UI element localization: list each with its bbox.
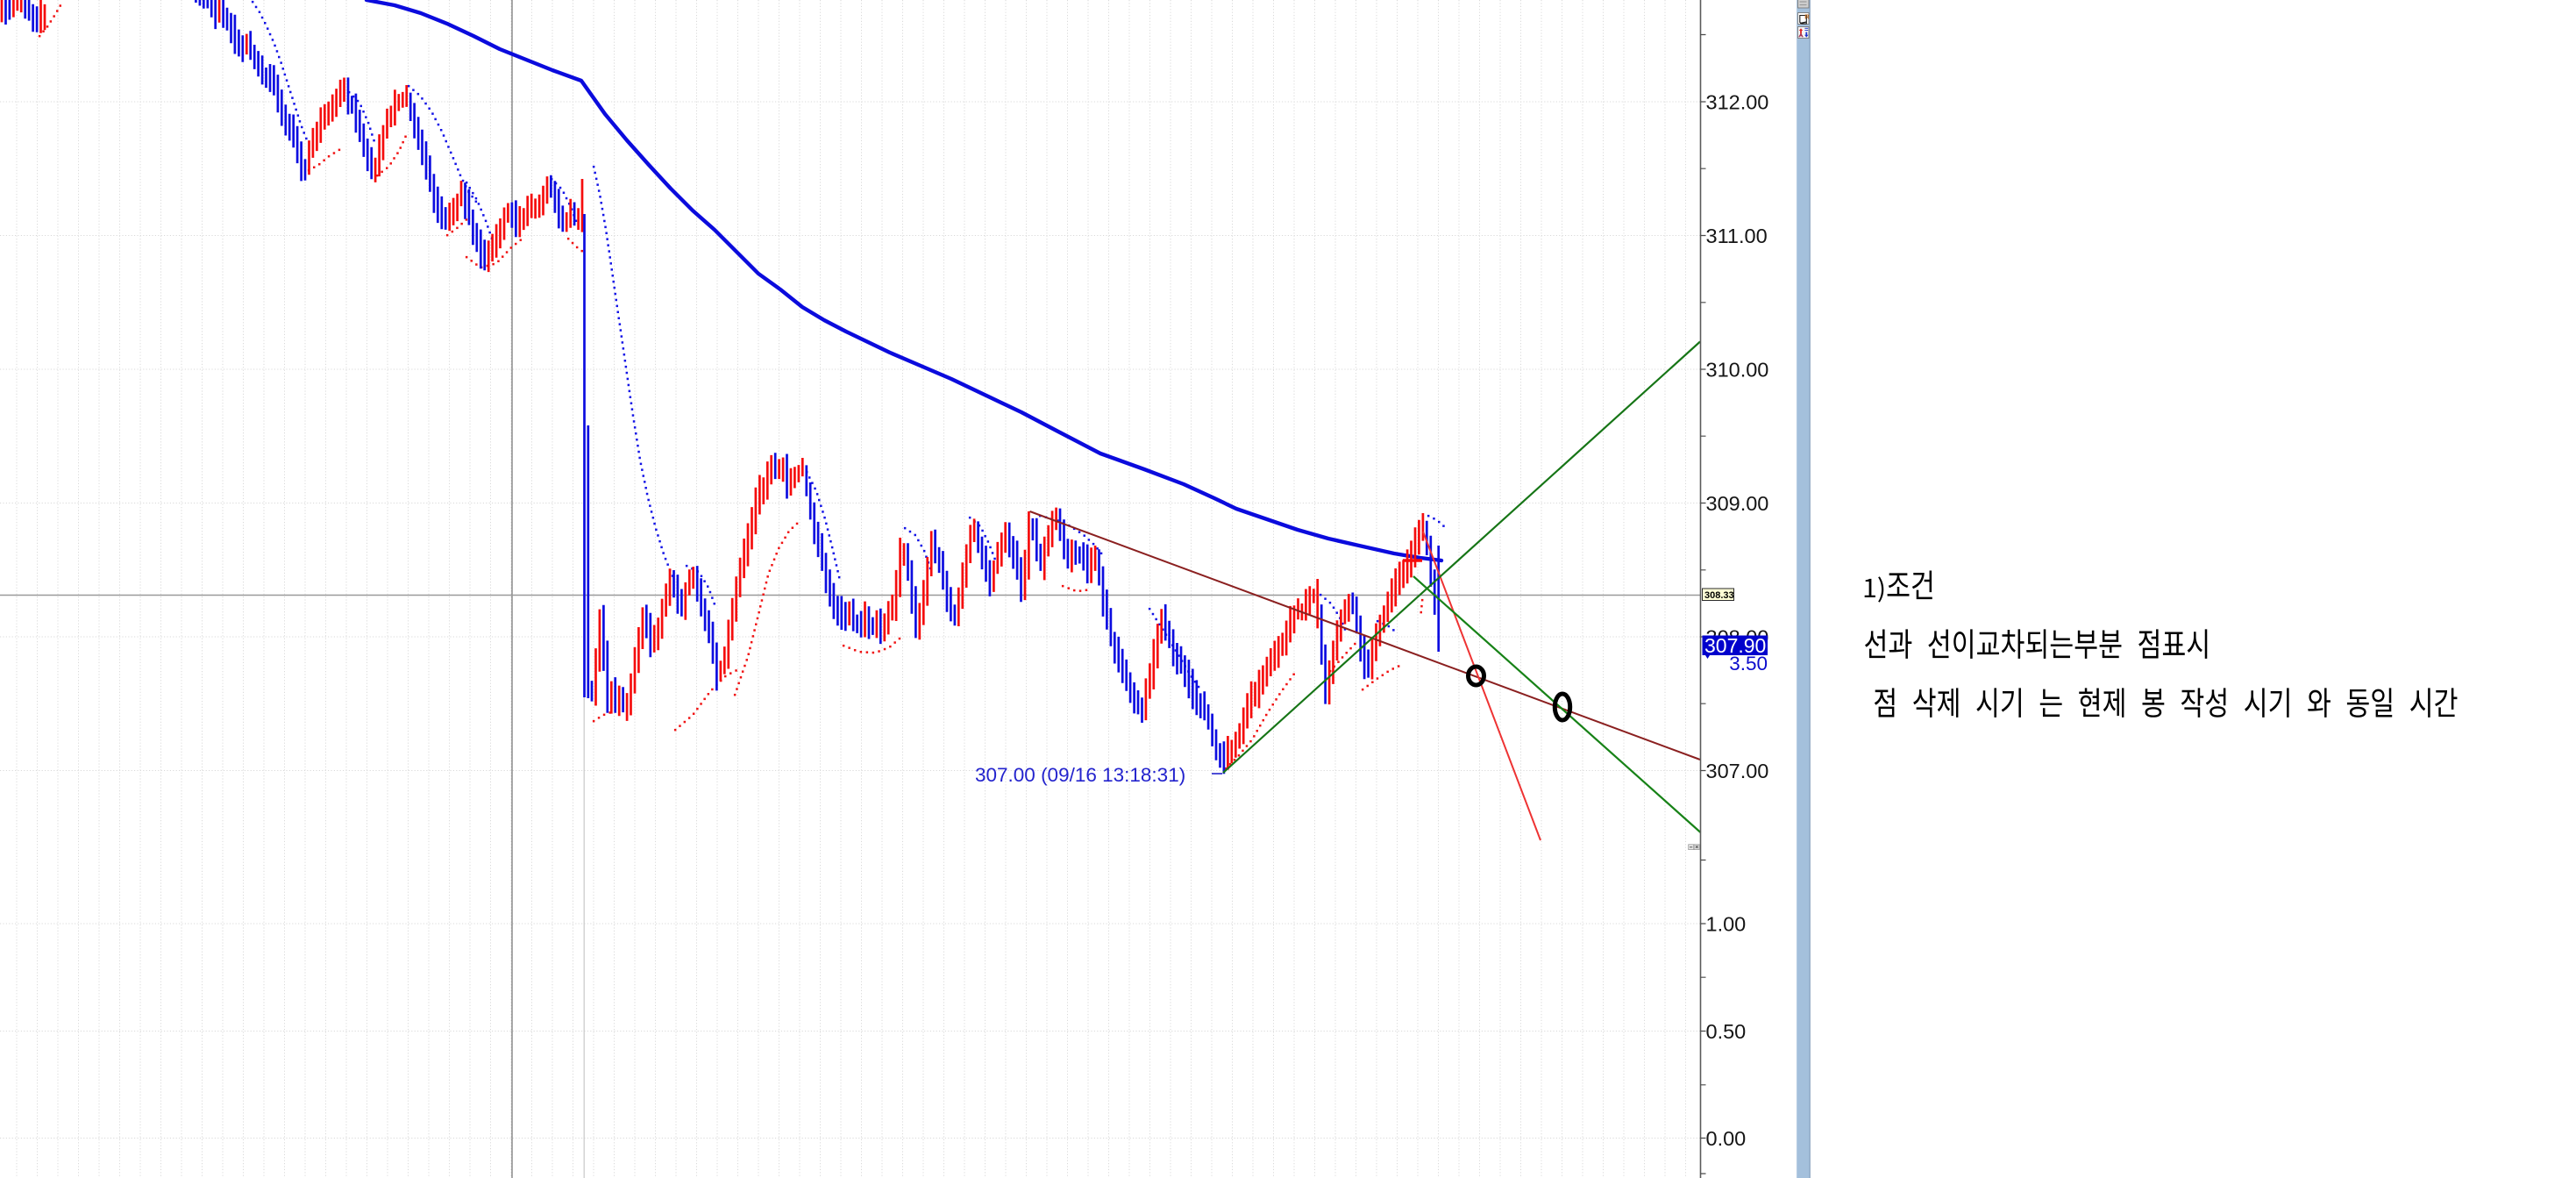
svg-text:3.50: 3.50 (1729, 653, 1768, 675)
svg-text:0.00: 0.00 (1706, 1127, 1747, 1150)
svg-text:307.00 (09/16 13:18:31): 307.00 (09/16 13:18:31) (975, 764, 1185, 786)
svg-text:308.33: 308.33 (1704, 590, 1734, 601)
svg-text:312.00: 312.00 (1706, 91, 1769, 114)
svg-text:R: R (1804, 13, 1810, 21)
svg-text:310.00: 310.00 (1706, 359, 1769, 382)
svg-text:0.50: 0.50 (1706, 1020, 1747, 1043)
svg-text:309.00: 309.00 (1706, 492, 1769, 515)
svg-text:307.00: 307.00 (1706, 760, 1769, 782)
svg-text:307.90: 307.90 (1704, 634, 1766, 657)
svg-text:311.00: 311.00 (1706, 225, 1768, 247)
svg-text:1.00: 1.00 (1706, 913, 1747, 936)
